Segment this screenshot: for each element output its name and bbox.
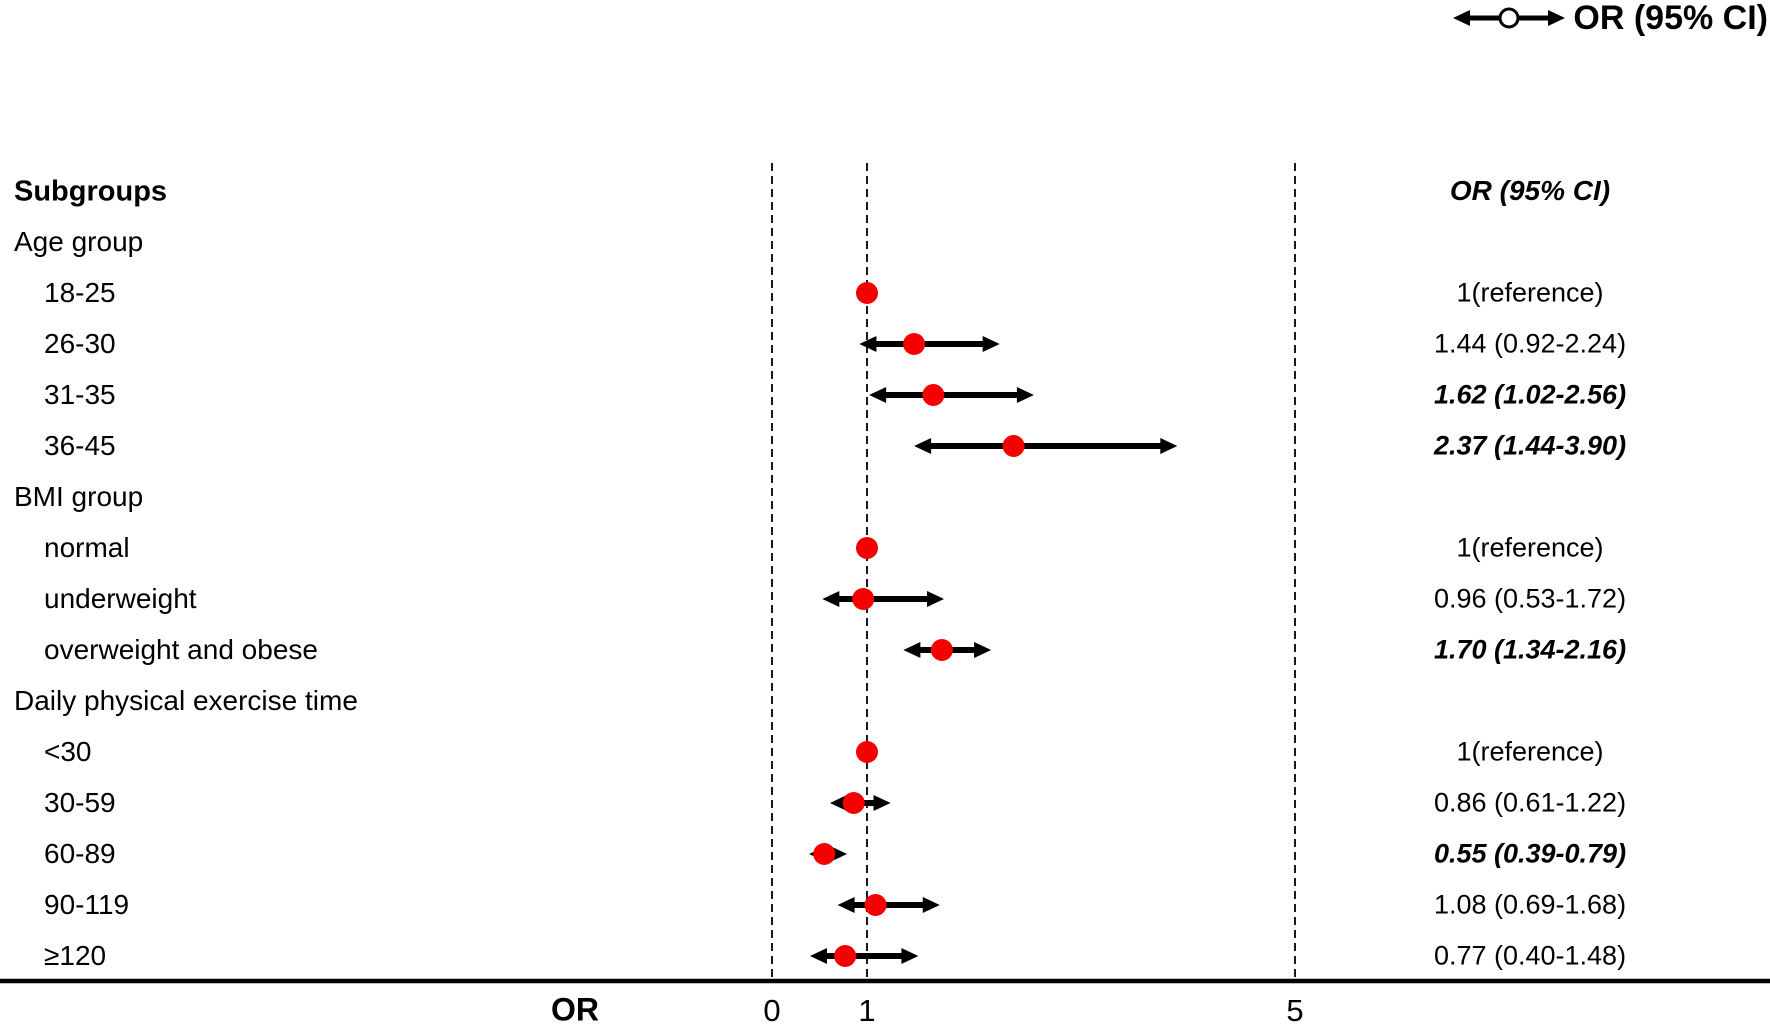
item-label: <30 (44, 736, 92, 767)
or-ci-value: 2.37 (1.44-3.90) (1433, 430, 1627, 461)
or-point (856, 282, 878, 304)
or-ci-value: 1(reference) (1456, 532, 1604, 563)
subgroups-column-header: Subgroups (14, 175, 168, 208)
x-axis-tick-label: 1 (858, 993, 876, 1028)
ci-arrowhead-right (873, 795, 891, 811)
ci-arrowhead-left (869, 387, 887, 403)
group-label: BMI group (14, 481, 144, 512)
or-ci-value: 0.77 (0.40-1.48) (1433, 940, 1627, 971)
or-ci-value: 0.55 (0.39-0.79) (1433, 838, 1627, 869)
ci-arrowhead-right (1016, 387, 1034, 403)
legend: OR (95% CI) (1453, 0, 1768, 37)
legend-label: OR (95% CI) (1573, 0, 1768, 37)
group-label: Age group (14, 226, 144, 257)
or-ci-value: 1(reference) (1456, 736, 1604, 767)
x-axis-label: OR (551, 991, 599, 1028)
item-label: 90-119 (44, 889, 130, 920)
or-point (1002, 435, 1025, 457)
or-ci-column-header: OR (95% CI) (1449, 175, 1611, 206)
or-point (834, 945, 857, 967)
ci-arrowhead-right (982, 336, 1000, 352)
item-label: 26-30 (44, 328, 116, 359)
item-label: 31-35 (44, 379, 116, 410)
or-ci-value: 1.62 (1.02-2.56) (1433, 379, 1627, 410)
or-point (852, 588, 875, 610)
or-point (864, 894, 887, 916)
ci-arrowhead-left (810, 948, 827, 964)
ci-arrowhead-right (922, 897, 940, 913)
or-ci-value: 0.96 (0.53-1.72) (1433, 583, 1627, 614)
or-ci-value: 1(reference) (1456, 277, 1604, 308)
or-point (856, 741, 878, 763)
ci-arrowhead-right (901, 948, 919, 964)
or-ci-value: 1.08 (0.69-1.68) (1433, 889, 1627, 920)
item-label: overweight and obese (44, 634, 318, 665)
ci-arrowhead-left (903, 642, 921, 658)
or-point (856, 537, 878, 559)
item-label: 60-89 (44, 838, 116, 869)
item-label: 18-25 (44, 277, 116, 308)
ci-arrowhead-right (927, 591, 945, 607)
item-label: ≥120 (44, 940, 107, 971)
ci-arrowhead-left (859, 336, 877, 352)
ci-arrowhead-left (914, 438, 932, 454)
ci-arrow-icon (1453, 7, 1566, 29)
x-axis-tick-label: 0 (763, 993, 781, 1028)
or-point (813, 843, 836, 865)
ci-arrowhead-left (837, 897, 855, 913)
ci-arrowhead-right (1160, 438, 1178, 454)
ci-arrowhead-left (829, 795, 847, 811)
or-ci-value: 1.70 (1.34-2.16) (1433, 634, 1627, 665)
or-point (922, 384, 945, 406)
or-ci-value: 0.86 (0.61-1.22) (1433, 787, 1627, 818)
item-label: 30-59 (44, 787, 116, 818)
x-axis-tick-label: 5 (1286, 993, 1304, 1028)
or-point (842, 792, 865, 814)
item-label: 36-45 (44, 430, 116, 461)
item-label: underweight (44, 583, 197, 614)
or-ci-value: 1.44 (0.92-2.24) (1433, 328, 1627, 359)
or-point (930, 639, 953, 661)
ci-arrowhead-left (822, 591, 840, 607)
item-label: normal (44, 532, 130, 563)
group-label: Daily physical exercise time (14, 685, 358, 716)
ci-arrowhead-right (974, 642, 992, 658)
or-point (903, 333, 926, 355)
